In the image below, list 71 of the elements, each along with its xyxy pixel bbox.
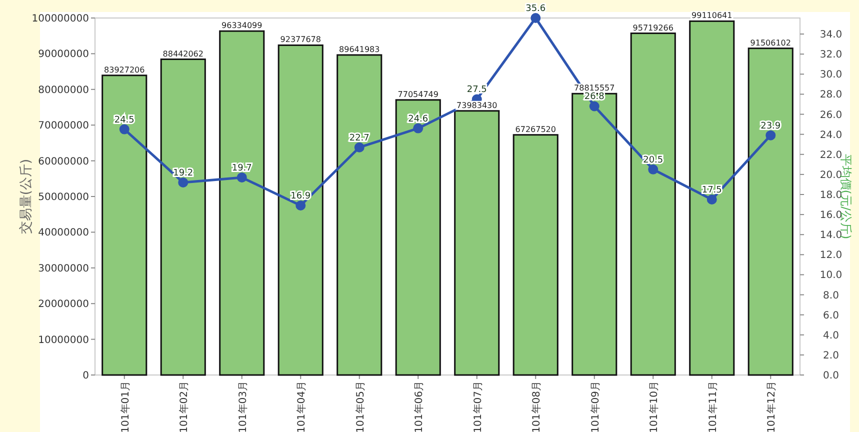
y2-tick-label: 26.0 xyxy=(820,110,842,121)
point xyxy=(648,164,658,174)
y-tick-label: 90000000 xyxy=(38,49,89,60)
y2-tick-label: 34.0 xyxy=(820,30,842,41)
bar xyxy=(630,32,676,376)
y2-tick-label: 30.0 xyxy=(820,70,842,81)
y-tick-label: 40000000 xyxy=(38,228,89,239)
data-label: 22.7 xyxy=(349,133,370,144)
x-tick-label: 101年07月 xyxy=(472,381,484,432)
data-label: 16.9 xyxy=(290,192,311,202)
bar xyxy=(102,74,148,376)
x-tick-label: 101年02月 xyxy=(178,381,190,432)
y2-tick-label: 28.0 xyxy=(820,90,842,101)
y2-tick-label: 18.0 xyxy=(820,190,842,201)
y-tick-label: 30000000 xyxy=(38,263,89,274)
bar xyxy=(572,92,618,376)
point xyxy=(178,177,188,188)
bar xyxy=(336,54,382,376)
data-label: 19.2 xyxy=(173,168,194,178)
data-label: 35.6 xyxy=(526,4,546,14)
bar xyxy=(278,44,324,376)
x-tick-label: 101年06月 xyxy=(413,381,426,432)
x-tick-label: 101年08月 xyxy=(530,381,543,432)
y-tick-label: 100000000 xyxy=(32,14,89,24)
y2-tick-label: 14.0 xyxy=(820,230,842,242)
y-tick-label: 0 xyxy=(82,370,89,382)
point xyxy=(706,194,717,205)
x-tick-label: 101年10月 xyxy=(648,381,660,432)
point xyxy=(413,123,424,134)
x-tick-label: 101年01月 xyxy=(119,381,132,432)
data-label: 19.7 xyxy=(232,163,252,174)
y-tick-label: 10000000 xyxy=(38,334,89,346)
x-tick-label: 101年04月 xyxy=(296,381,308,432)
x-tick-label: 101年09月 xyxy=(589,381,602,432)
point xyxy=(236,172,247,182)
y2-tick-label: 4.0 xyxy=(823,330,839,342)
point xyxy=(119,124,130,134)
y2-tick-label: 0.0 xyxy=(823,370,839,382)
x-tick-label: 101年03月 xyxy=(236,381,249,432)
y2-tick-label: 20.0 xyxy=(820,170,842,181)
bar xyxy=(748,48,794,376)
point xyxy=(354,142,364,152)
y-tick-label: 50000000 xyxy=(38,192,89,203)
x-tick-label: 101年12月 xyxy=(766,381,778,432)
bar xyxy=(689,20,735,376)
bar xyxy=(160,58,206,376)
y2-tick-label: 2.0 xyxy=(823,350,839,362)
y-axis-title: 交易量(公斤) xyxy=(18,158,34,234)
y-tick-label: 70000000 xyxy=(38,120,89,132)
x-tick-label: 101年05月 xyxy=(354,381,366,432)
point xyxy=(766,130,776,140)
x-tick-label: 101年11月 xyxy=(706,381,719,432)
y2-tick-label: 22.0 xyxy=(820,150,842,161)
y-tick-label: 80000000 xyxy=(38,84,89,96)
y-tick-label: 20000000 xyxy=(38,299,89,310)
point xyxy=(589,101,600,112)
data-label: 24.6 xyxy=(408,114,428,124)
bar xyxy=(395,99,441,376)
y2-tick-label: 6.0 xyxy=(823,310,839,322)
bar xyxy=(512,134,558,376)
y2-tick-label: 8.0 xyxy=(823,290,839,302)
y2-tick-label: 24.0 xyxy=(820,130,842,141)
y2-tick-label: 10.0 xyxy=(820,270,842,282)
y2-tick-label: 12.0 xyxy=(820,250,842,262)
data-label: 24.5 xyxy=(114,115,134,126)
point xyxy=(530,13,541,23)
data-label: 23.9 xyxy=(760,121,781,132)
bar xyxy=(219,30,265,376)
point xyxy=(296,200,306,211)
y-tick-label: 60000000 xyxy=(38,156,89,168)
y2-tick-label: 32.0 xyxy=(820,50,842,61)
